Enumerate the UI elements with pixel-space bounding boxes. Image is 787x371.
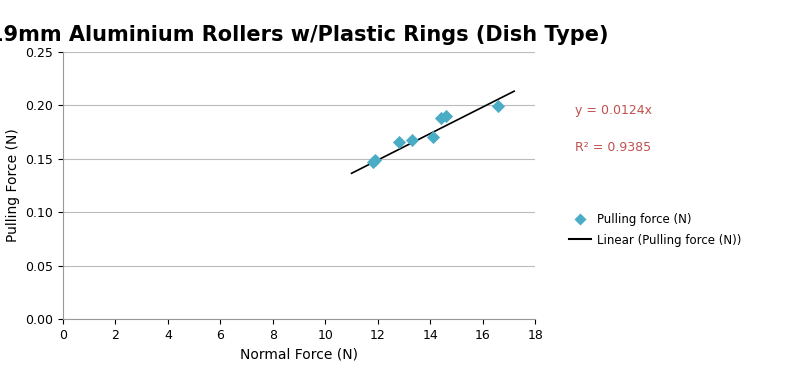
Legend: Pulling force (N), Linear (Pulling force (N)): Pulling force (N), Linear (Pulling force… bbox=[565, 209, 745, 251]
Point bbox=[434, 115, 447, 121]
Point bbox=[393, 139, 405, 145]
Point bbox=[440, 113, 453, 119]
Point bbox=[366, 159, 379, 165]
Text: R² = 0.9385: R² = 0.9385 bbox=[575, 141, 651, 154]
Y-axis label: Pulling Force (N): Pulling Force (N) bbox=[6, 129, 20, 242]
Point bbox=[492, 104, 504, 109]
X-axis label: Normal Force (N): Normal Force (N) bbox=[240, 347, 358, 361]
Text: y = 0.0124x: y = 0.0124x bbox=[575, 104, 652, 117]
Point bbox=[405, 137, 418, 142]
Point bbox=[369, 157, 382, 163]
Point bbox=[427, 134, 439, 140]
Title: 19mm Aluminium Rollers w/Plastic Rings (Dish Type): 19mm Aluminium Rollers w/Plastic Rings (… bbox=[0, 25, 609, 45]
